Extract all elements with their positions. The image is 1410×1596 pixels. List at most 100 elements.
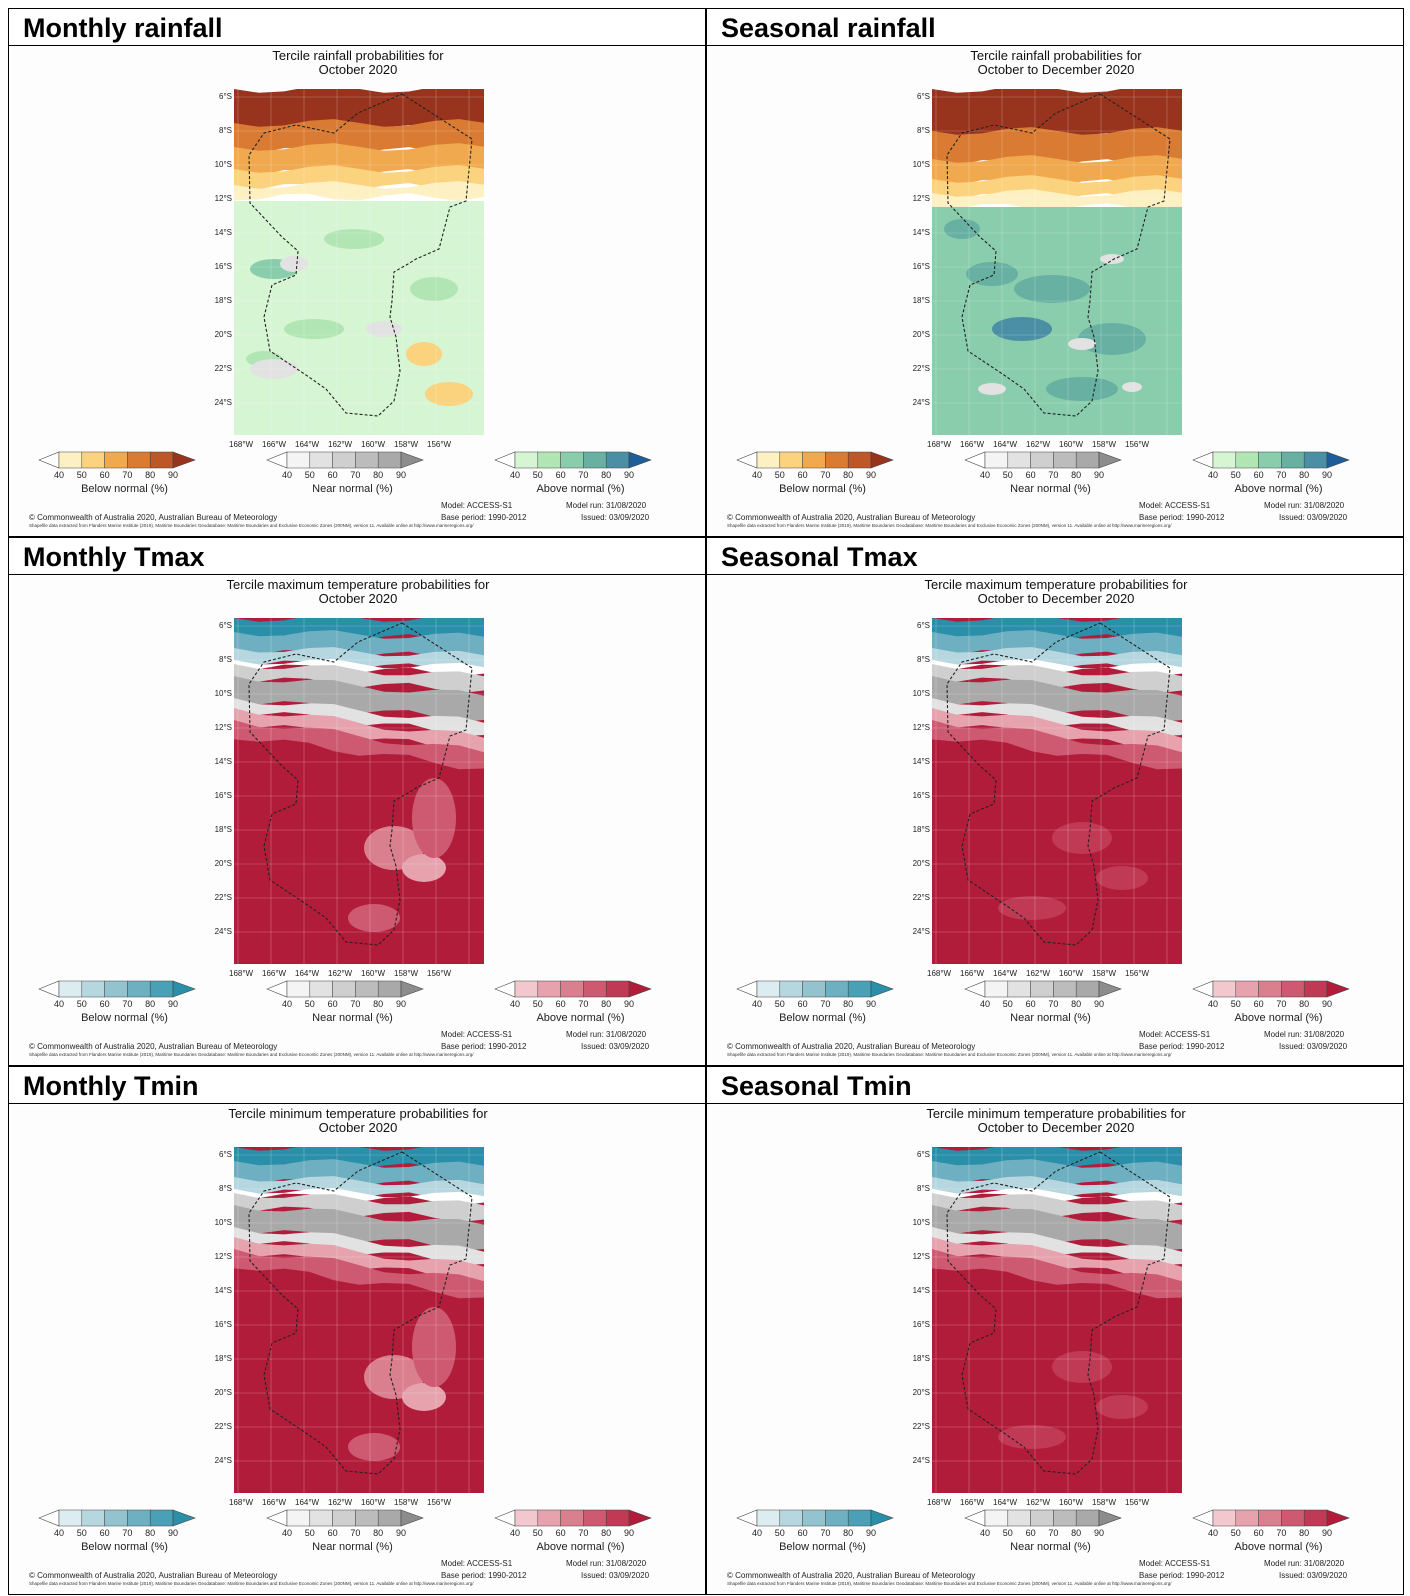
legend-tick: 60 [327,1528,338,1538]
contour-above-patch [1052,822,1112,854]
lon-label: 166°W [262,440,287,449]
legend-label: Above normal (%) [1234,483,1323,495]
legend-tick: 70 [350,470,361,480]
legend-tick: 40 [53,1528,65,1538]
lat-label: 12°S [912,723,930,732]
lat-label: 10°S [912,689,930,698]
legend-tick: 60 [797,1528,808,1538]
contour-above-70 [234,720,484,770]
issued-text: Issued: 03/09/2020 [581,513,650,522]
legend-tick: 80 [1071,999,1082,1009]
legend-colorbar [266,980,424,998]
legend-swatch [756,980,781,998]
lat-label: 16°S [214,1320,232,1329]
lat-label: 14°S [214,228,232,237]
legend-tick: 70 [1048,999,1059,1009]
cell-heading: Monthly rainfall [9,9,705,46]
lat-label: 20°S [214,330,232,339]
lat-label: 22°S [214,893,232,902]
map-title-line1: Tercile maximum temperature probabilitie… [924,577,1188,592]
legend-label: Above normal (%) [1234,1541,1323,1553]
legend-swatch [984,980,1009,998]
contour-near-patch [250,359,298,379]
legend-tick: 80 [145,999,156,1009]
lat-label: 6°S [219,621,232,630]
legend-tick: 50 [304,470,315,480]
legend-label: Below normal (%) [81,1012,168,1024]
legend-tick: 60 [1253,999,1264,1009]
eez-boundary [946,1151,1171,1475]
forecast-cell-monthly-tmin: Monthly Tmin Tercile minimum temperature… [8,1066,706,1595]
legend-swatch [104,451,128,469]
legend-swatch [560,451,584,469]
legend-arrow-low [494,980,516,998]
contour-above-patch [952,379,992,399]
lon-label: 156°W [1125,440,1150,449]
legend-swatch [1030,980,1054,998]
legend-label: Near normal (%) [312,483,393,495]
legend-swatch [58,1509,83,1527]
forecast-figure: Tercile maximum temperature probabilitie… [9,576,705,1065]
legend-swatch [1053,980,1077,998]
contour-below-70 [234,1159,484,1190]
map-title-line2: October 2020 [318,591,398,606]
contour-white-gap [932,1188,1182,1206]
contour-above-50 [234,708,484,753]
legend-tick: 60 [1025,999,1036,1009]
lon-label: 164°W [993,969,1018,978]
model-run-text: Model run: 31/08/2020 [1264,1030,1345,1039]
lon-label: 158°W [1092,1498,1117,1507]
cell-heading: Monthly Tmin [9,1067,705,1104]
lon-label: 158°W [394,440,419,449]
lat-label: 8°S [219,126,232,135]
legend-arrow-high [400,1509,424,1527]
legend-label: Above normal (%) [536,1541,625,1553]
lat-label: 18°S [214,1354,232,1363]
legend-tick: 80 [373,999,384,1009]
contour-above-patch [1112,249,1152,269]
legend-tick: 70 [122,999,133,1009]
legend-arrow-high [1326,1509,1350,1527]
contour-near-patch [1100,254,1124,264]
legend-above-normal: 40 50 60 70 80 90 Above normal (%) [1191,978,1366,1024]
contour-below-50 [932,1176,1182,1202]
lon-label: 162°W [1026,1498,1051,1507]
legend-tick: 60 [99,999,110,1009]
contour-white-gap [932,659,1182,677]
legend-swatch [583,1509,607,1527]
legend-swatch [537,980,561,998]
eez-boundary [248,622,473,946]
lat-label: 6°S [917,621,930,630]
lat-label: 24°S [214,1456,232,1465]
legend-swatch [779,980,803,998]
forecast-grid: Monthly rainfall Tercile rainfall probab… [8,8,1404,1595]
legend-tick: 90 [865,1528,877,1538]
legend-swatch [1258,980,1282,998]
contour-above-patch [410,277,458,301]
base-period-text: Base period: 1990-2012 [441,1571,527,1580]
lat-label: 10°S [214,689,232,698]
contour-above-patch [1052,1351,1112,1383]
copyright-text: © Commonwealth of Australia 2020, Austra… [29,513,278,522]
legend-tick: 40 [1207,1528,1219,1538]
legend-arrow-low [736,1509,758,1527]
contour-below-40 [234,181,484,201]
base-period-text: Base period: 1990-2012 [441,513,527,522]
base-period-text: Base period: 1990-2012 [441,1042,527,1051]
legend-swatch [537,451,561,469]
legend-below-normal: 40 50 60 70 80 90 Below normal (%) [735,978,910,1024]
legend-swatch [58,451,83,469]
contour-above-patch [284,319,344,339]
contour-white-gap [234,1188,484,1206]
legend-tick: 50 [774,470,785,480]
contour-white-gap [234,659,484,677]
contour-above-patch [1046,377,1118,401]
legend-tick: 40 [509,1528,521,1538]
legend-tick: 80 [1071,470,1082,480]
forecast-figure: Tercile rainfall probabilities for Octob… [9,47,705,536]
contour-above-50 [932,708,1182,753]
model-text: Model: ACCESS-S1 [1139,1559,1211,1568]
model-text: Model: ACCESS-S1 [1139,501,1211,510]
legend-swatch [104,980,128,998]
lon-label: 158°W [1092,440,1117,449]
